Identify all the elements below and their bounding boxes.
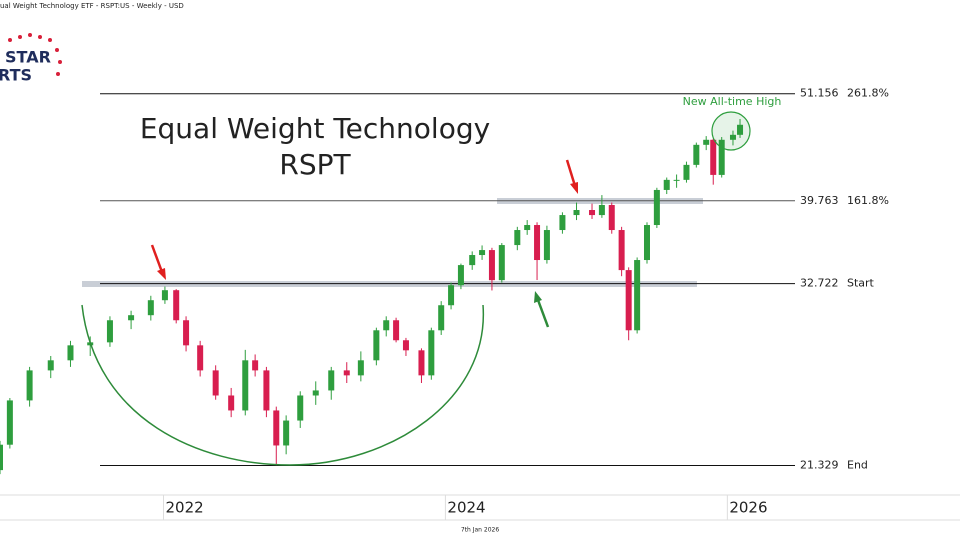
candle-body [663,179,670,190]
fib-value-label: 21.329 [800,459,839,472]
candle-body [161,290,168,301]
candle-body [653,189,660,226]
candle-body [618,230,625,271]
candle-body [402,340,409,351]
candle-body [643,225,650,261]
candle-body [479,250,486,256]
candle-body [693,144,700,165]
candle-body [673,179,680,181]
candle-body [328,370,335,391]
logo: STAR RTS [0,33,62,85]
fib-value-label: 39.763 [800,194,839,207]
chart-header: ual Weight Technology ETF - RSPT:US - We… [0,2,184,10]
candle-body [297,395,304,421]
candle-body [488,250,495,281]
annotation: New All-time High [683,95,782,108]
candle-body [438,305,445,331]
candle-body [573,210,580,216]
candle-body [47,360,54,371]
candle-body [608,205,615,231]
fib-level-label: 161.8% [847,194,889,207]
candle-body [0,444,3,471]
candle-body [514,230,521,246]
logo-stars [8,33,62,76]
candle-body [228,395,235,411]
fib-value-label: 32.722 [800,277,839,290]
candle-body [737,124,744,135]
candle-body [729,134,736,140]
candle-body [242,360,249,411]
candle-body [67,345,74,361]
arrows [150,159,578,328]
candle-body [273,410,280,446]
candle-body [625,270,632,331]
arrow [150,244,164,273]
candle-body [448,285,455,306]
candle-body [128,315,135,321]
footer: 7th Jan 2026 [461,527,499,534]
candle-body [559,215,566,231]
x-tick-label: 2022 [166,499,204,517]
candle-body [263,370,270,411]
highlight-circle [711,111,751,151]
arrow-head [534,291,542,303]
candle-body [534,225,541,261]
candle-body [589,210,596,216]
arrow-head [157,268,166,280]
chart-subtitle: RSPT [279,148,351,181]
candle-body [524,225,531,231]
fib-level-label: End [847,459,868,472]
candle-body [343,370,350,376]
candle-body [543,230,550,261]
fib-value-label: 51.156 [800,87,839,100]
candle-body [6,400,13,445]
candle-body [457,265,464,286]
candle-body [26,370,33,401]
cup-arc [81,304,484,466]
logo-text: STAR [5,48,51,67]
candle-body [252,360,259,371]
fib-level-label: 261.8% [847,87,889,100]
candle-body [469,255,476,266]
arrow-head [570,182,578,194]
chart-title: Equal Weight Technology [140,112,490,145]
logo-text: RTS [0,66,32,85]
fib-level-label: Start [847,277,875,290]
candle-body [683,164,690,180]
candle-body [312,390,319,396]
candle-body [106,320,113,343]
x-tick-label: 2026 [729,499,767,517]
candle-body [373,330,380,361]
candle-body [703,139,710,145]
candle-body [357,360,364,376]
candle-body [393,320,400,341]
candle-body [598,205,605,216]
candle-body [383,320,390,331]
candle-body [173,290,180,321]
arrow [565,159,577,187]
candle-body [428,330,435,376]
candle-body [634,260,641,331]
arrow [536,299,550,328]
candle-body [283,420,290,446]
candle-body [212,370,219,396]
candle-body [710,139,717,175]
candle-body [498,245,505,281]
candle-body [147,300,154,316]
candle-body [183,320,190,346]
candle-body [197,345,204,371]
x-tick-label: 2024 [447,499,485,517]
candle-body [418,350,425,376]
candle-body [718,139,725,175]
